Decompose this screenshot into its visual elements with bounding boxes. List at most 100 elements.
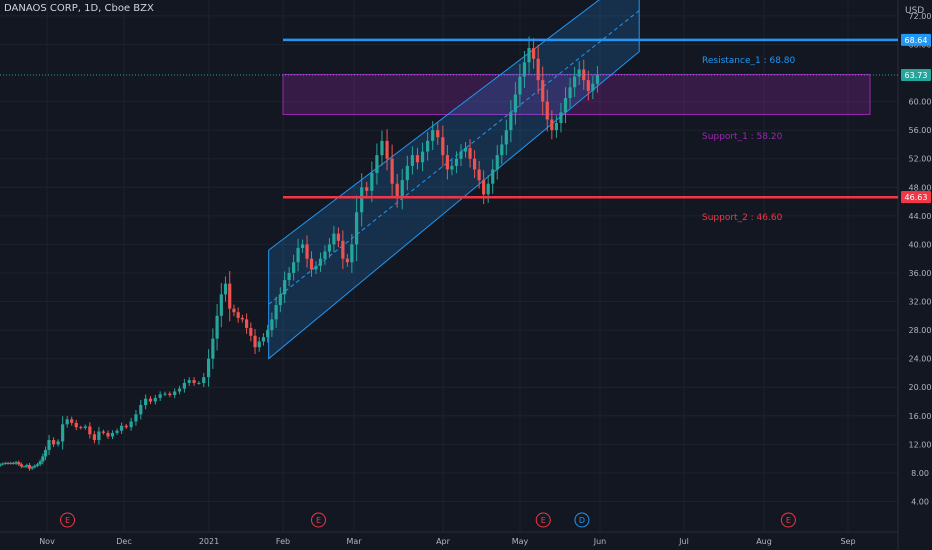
candle-body [65, 419, 69, 425]
candle-body [236, 312, 240, 318]
candle-body [14, 462, 18, 464]
candle-body [563, 98, 568, 113]
candle-body [472, 158, 477, 170]
y-tick-label: 72.00 [909, 12, 932, 21]
x-tick-label: 2021 [199, 537, 219, 546]
candle-body [47, 440, 51, 451]
candle-body [380, 140, 384, 156]
price-tag-label: 63.73 [905, 71, 928, 80]
candle-body [577, 69, 581, 77]
candle-body [22, 466, 26, 468]
candle-body [30, 467, 34, 469]
candle-body [266, 330, 270, 338]
candle-body [153, 397, 157, 402]
y-tick-label: 52.00 [909, 155, 932, 164]
candle-body [360, 187, 364, 213]
support-1-label: Support_1 : 58.20 [702, 132, 783, 142]
earnings-marker[interactable] [60, 512, 76, 528]
candle-body [405, 165, 409, 181]
level-lines[interactable] [0, 38, 898, 199]
candle-body [365, 187, 369, 191]
event-marker-label: D [579, 516, 585, 525]
price-tag [901, 191, 931, 204]
candle-body [522, 62, 527, 77]
resistance-1-label: Resistance_1 : 68.80 [702, 56, 796, 66]
candle-body [92, 434, 96, 441]
candle-body [482, 180, 486, 195]
candle-body [509, 112, 513, 131]
candle-body [436, 130, 440, 138]
candle-body [415, 155, 420, 163]
y-tick-label: 40.00 [909, 240, 932, 249]
x-tick-label: Nov [39, 537, 55, 546]
x-tick-label: May [512, 537, 529, 546]
candle-body [35, 464, 40, 466]
candle-body [459, 151, 463, 159]
candle-body [274, 305, 278, 320]
candle-body [257, 341, 261, 348]
candle-body [25, 465, 29, 467]
candle-body [287, 272, 291, 281]
candle-body [568, 87, 572, 99]
candle-body [11, 462, 15, 464]
price-tag-label: 68.64 [905, 36, 928, 45]
candle-body [249, 327, 253, 336]
candle-body [232, 308, 236, 313]
dividend-marker[interactable] [574, 512, 590, 528]
y-tick-label: 56.00 [909, 126, 932, 135]
candle-body [187, 380, 191, 383]
chart-header: DANAOS CORP, 1D, Cboe BZX [4, 3, 154, 14]
candle-body [586, 80, 590, 91]
candle-body [148, 398, 153, 402]
candle-body [79, 427, 83, 429]
candle-body [355, 212, 359, 245]
candle-body [70, 419, 74, 423]
candle-body [74, 422, 78, 428]
earnings-marker[interactable] [535, 512, 551, 528]
candle-body [197, 382, 201, 384]
candle-body [177, 388, 182, 392]
candle-body [182, 382, 186, 389]
x-tick-label: Apr [436, 537, 451, 546]
candle-body [486, 183, 490, 195]
candle-body [545, 101, 549, 120]
candle-body [139, 405, 143, 415]
price-axis[interactable]: 76.0072.0068.0060.0056.0052.0048.0044.00… [901, 0, 931, 506]
channel-band [268, 0, 640, 360]
candle-body [420, 151, 425, 163]
candle-body [261, 337, 266, 342]
price-tag-label: 46.63 [905, 193, 928, 202]
candle-body [495, 155, 499, 170]
candle-body [223, 283, 228, 295]
candle-body [33, 465, 37, 468]
candle-body [88, 426, 92, 435]
candle-body [318, 258, 323, 266]
candle-body [0, 464, 2, 466]
candle-body [385, 140, 389, 159]
event-marker-label: E [786, 516, 791, 525]
y-tick-label: 20.00 [909, 383, 932, 392]
earnings-marker[interactable] [311, 512, 326, 528]
candle-body [314, 265, 318, 270]
candle-body [463, 148, 468, 152]
candle-body [6, 462, 10, 464]
candle-body [270, 319, 274, 331]
y-tick-label: 28.00 [909, 326, 932, 335]
candle-body [305, 244, 309, 259]
candle-body [101, 431, 106, 433]
candle-body [441, 137, 445, 156]
channel-midline [268, 10, 640, 305]
candle-body [27, 465, 32, 469]
candle-body [431, 130, 435, 141]
earnings-marker[interactable] [780, 512, 796, 528]
time-axis[interactable]: Nov Dec 2021 Feb Mar Apr May Jun Jul Aug Sep [39, 537, 855, 546]
candle-body [550, 119, 554, 131]
parallel-channel[interactable] [268, 0, 640, 360]
candle-body [115, 430, 119, 433]
level-zones [282, 73, 871, 115]
y-tick-label: 44.00 [909, 212, 932, 221]
x-tick-label: Aug [756, 537, 772, 546]
candles [0, 36, 600, 471]
